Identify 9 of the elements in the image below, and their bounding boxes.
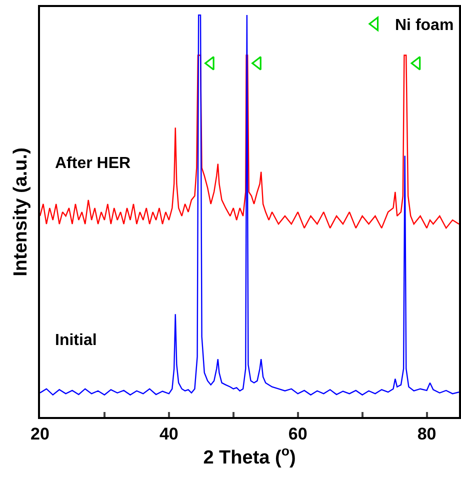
x-tick-label: 20 [30,424,50,444]
x-tick-label: 40 [159,424,178,444]
text: Initial [55,332,97,349]
legend-label: Ni foam [395,17,454,34]
x-axis-title: 2 Theta ($^{o}$) [203,443,296,468]
series-label: After HER [55,155,132,172]
y-axis-title: Intensity (a.u.) [10,148,32,276]
x-tick-label: 60 [288,424,308,444]
x-tick-label: 80 [417,424,436,444]
